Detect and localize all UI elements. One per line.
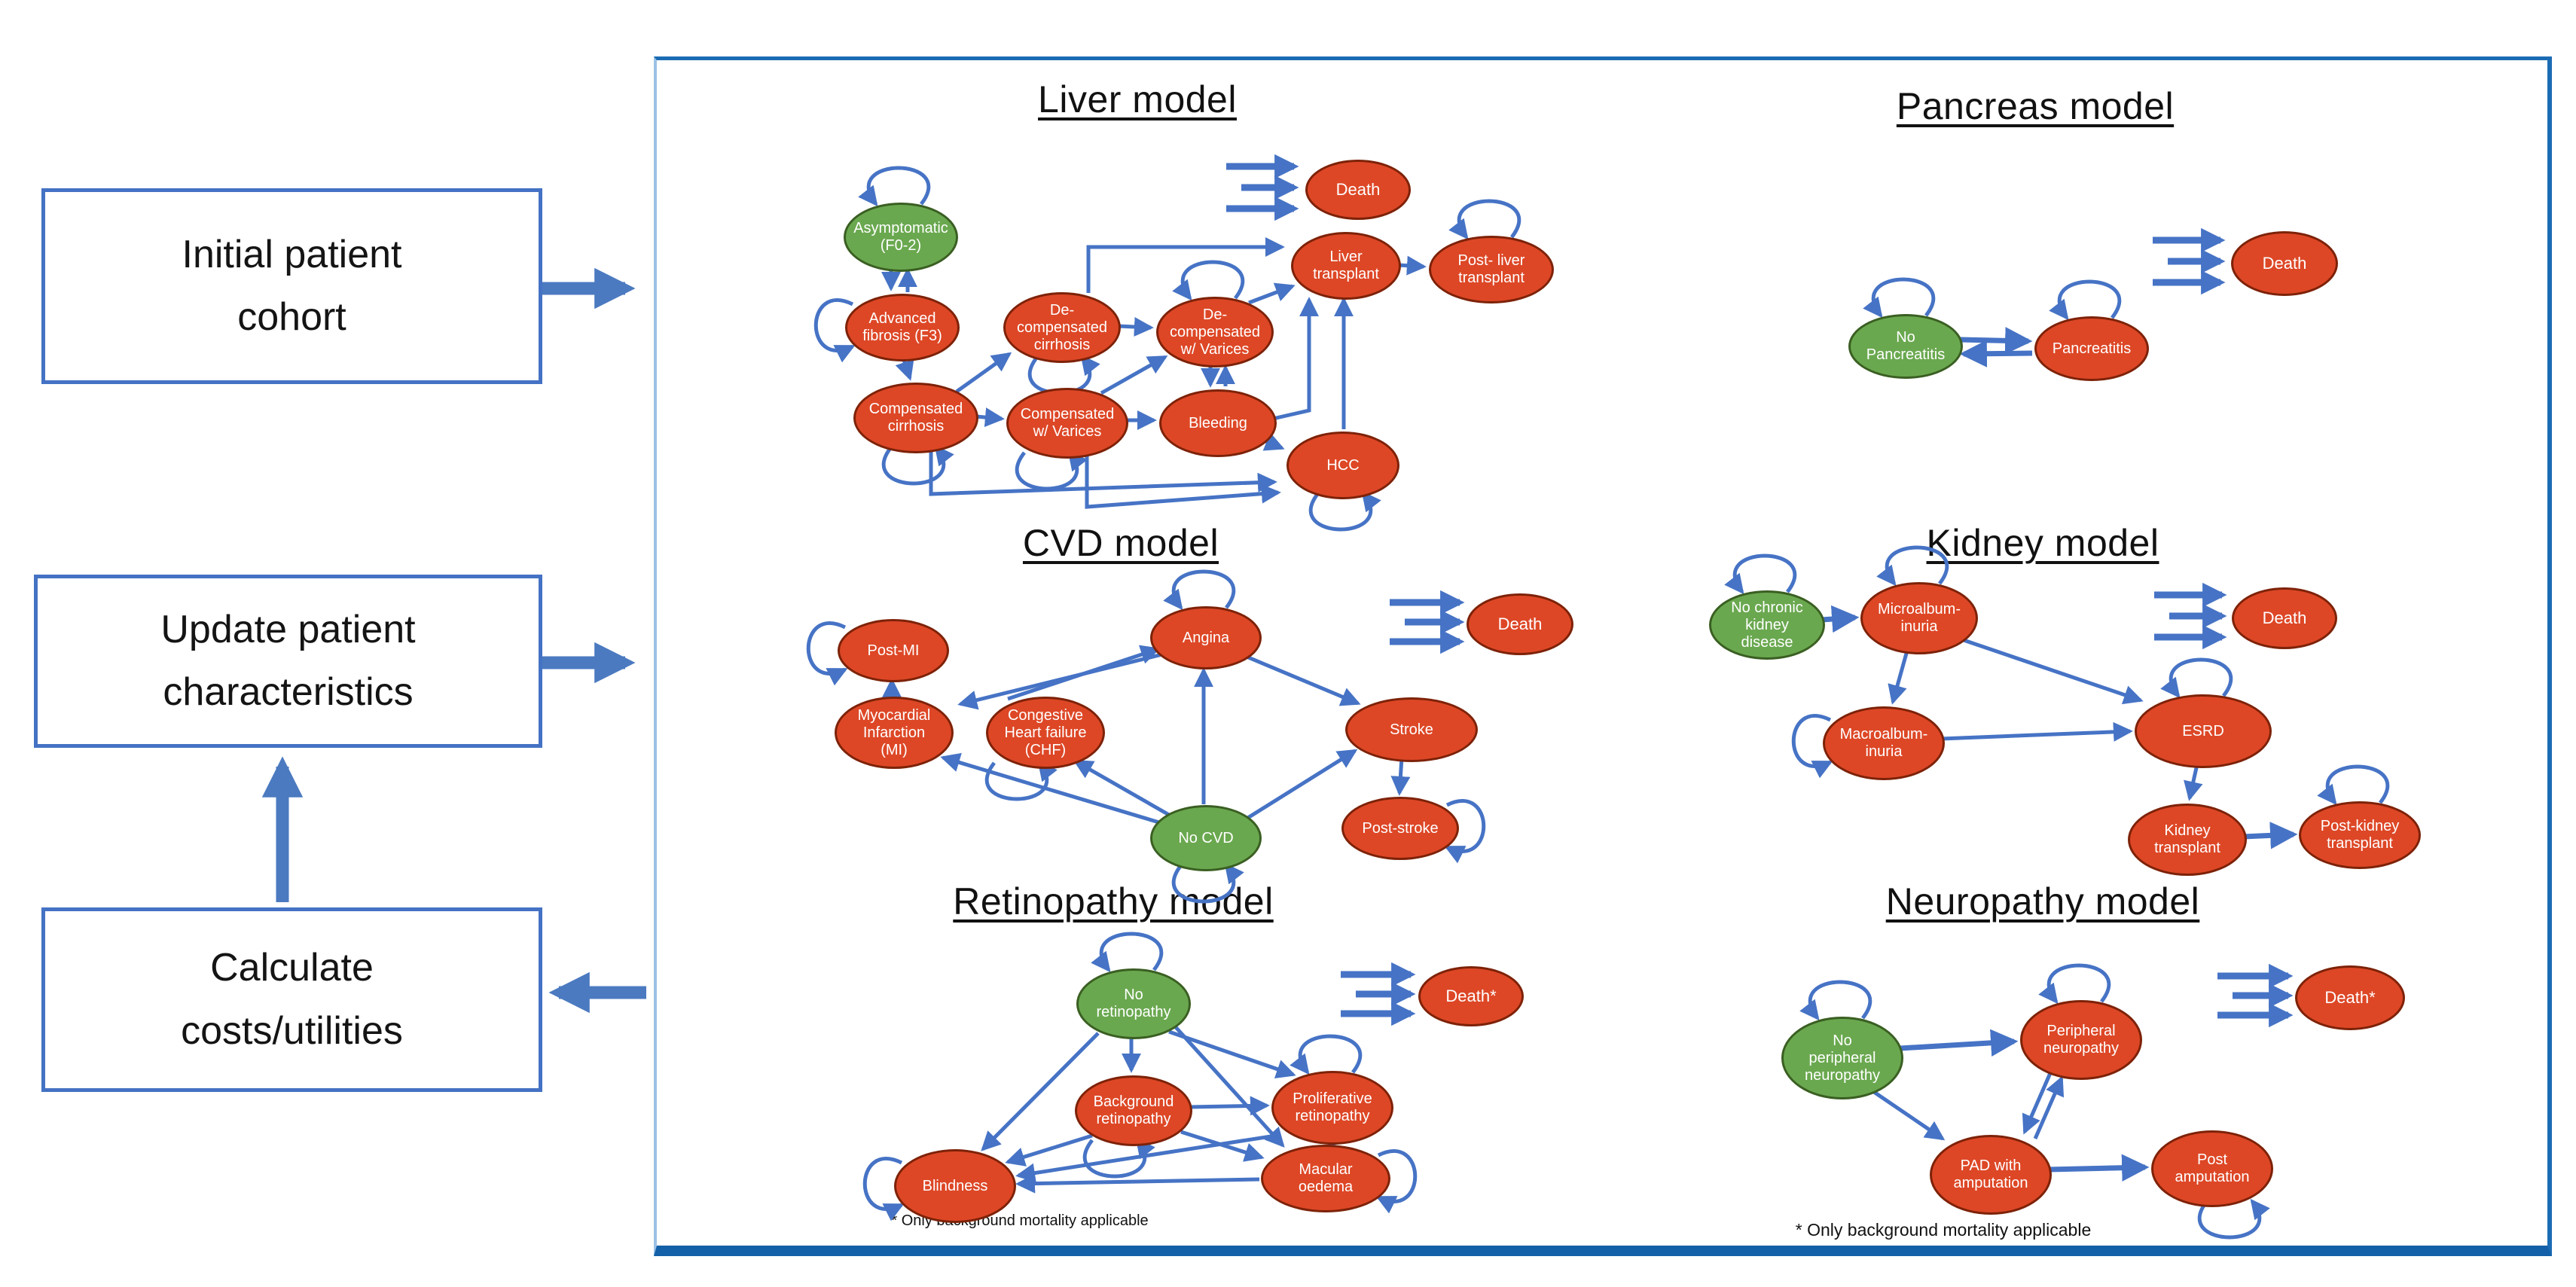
cvd-model-title: CVD model [1022, 522, 1219, 564]
neuropathy-footnote: * Only background mortality applicable [1795, 1220, 2092, 1240]
node-label: ESRD [2182, 722, 2224, 740]
node-label: Angina [1182, 629, 1230, 646]
kidney-node-esrd: ESRD [2135, 694, 2272, 768]
node-label: HCC [1326, 456, 1360, 474]
node-label: Death [2262, 254, 2307, 273]
flow-box-initial-cohort: Initial patient cohort [41, 188, 542, 384]
node-label: Post-MI [867, 642, 920, 659]
neuropathy-node-death: Death* [2295, 965, 2405, 1030]
node-label: Compensated cirrhosis [868, 401, 963, 435]
liver-node-hcc: HCC [1286, 432, 1399, 499]
pancreas-node-death: Death [2231, 231, 2338, 296]
kidney-node-macroalbuminuria: Macroalbum- inuria [1823, 706, 1945, 780]
node-label: Post-kidney transplant [2320, 818, 2400, 852]
node-label: Congestive Heart failure (CHF) [1004, 706, 1087, 758]
retinopathy-node-macular-oedema: Macular oedema [1261, 1145, 1390, 1212]
kidney-node-microalbuminuria: Microalbum- inuria [1860, 582, 1978, 654]
liver-node-compensated-cirrhosis: Compensated cirrhosis [853, 383, 978, 453]
node-label: Post-stroke [1362, 819, 1439, 837]
neuropathy-node-post-amputation: Post amputation [2151, 1130, 2273, 1207]
node-label: Stroke [1390, 721, 1433, 738]
retinopathy-node-proliferative: Proliferative retinopathy [1271, 1071, 1393, 1145]
liver-node-bleeding: Bleeding [1159, 389, 1277, 457]
cvd-node-stroke: Stroke [1345, 697, 1478, 762]
cvd-node-no-cvd: No CVD [1150, 805, 1262, 871]
node-label: Macular oedema [1298, 1161, 1354, 1195]
flow-box-label: Initial patient cohort [182, 232, 402, 339]
node-label: Death [1335, 180, 1381, 200]
retinopathy-node-background: Background retinopathy [1075, 1075, 1192, 1146]
liver-node-decompensated-varices: De- compensated w/ Varices [1156, 297, 1274, 367]
neuropathy-model-title: Neuropathy model [1885, 880, 2200, 923]
retinopathy-model-title: Retinopathy model [953, 880, 1274, 923]
pancreas-model-title: Pancreas model [1896, 85, 2175, 127]
node-label: Death* [2324, 988, 2376, 1008]
node-label: Death [2262, 608, 2307, 628]
neuropathy-node-pad-amputation: PAD with amputation [1930, 1135, 2052, 1215]
cvd-node-post-stroke: Post-stroke [1341, 797, 1459, 860]
kidney-node-no-ckd: No chronic kidney disease [1709, 590, 1825, 660]
retinopathy-node-death: Death* [1418, 966, 1524, 1026]
kidney-node-death: Death [2232, 587, 2337, 649]
cvd-node-post-mi: Post-MI [838, 619, 949, 682]
node-label: Background retinopathy [1093, 1093, 1174, 1127]
node-label: No retinopathy [1096, 987, 1171, 1020]
liver-node-post-liver-transplant: Post- liver transplant [1429, 236, 1554, 303]
liver-node-decompensated-cirrhosis: De- compensated cirrhosis [1003, 292, 1121, 363]
node-label: Asymptomatic (F0-2) [853, 220, 948, 254]
retinopathy-node-blindness: Blindness [894, 1149, 1016, 1223]
node-label: Post amputation [2175, 1151, 2250, 1185]
node-label: Post- liver transplant [1457, 252, 1525, 286]
node-label: Microalbum- inuria [1877, 601, 1961, 635]
node-label: Death [1497, 615, 1543, 634]
kidney-node-kidney-transplant: Kidney transplant [2128, 804, 2247, 876]
node-label: De- compensated w/ Varices [1169, 306, 1261, 358]
node-label: PAD with amputation [1953, 1157, 2028, 1191]
node-label: No CVD [1178, 829, 1234, 846]
node-label: No chronic kidney disease [1731, 599, 1803, 651]
node-label: No Pancreatitis [1866, 329, 1946, 363]
node-label: Macroalbum- inuria [1839, 726, 1928, 760]
node-label: Pancreatitis [2052, 340, 2132, 357]
pancreas-node-no-pancreatitis: No Pancreatitis [1848, 314, 1963, 379]
kidney-model-title: Kidney model [1926, 522, 2159, 564]
cvd-node-myocardial-infarction: Myocardial Infarction (MI) [835, 697, 954, 769]
node-label: Compensated w/ Varices [1020, 406, 1115, 440]
node-label: Death* [1445, 987, 1497, 1006]
models-panel-border [654, 56, 2552, 1256]
node-label: Advanced fibrosis (F3) [862, 310, 942, 344]
pancreas-node-pancreatitis: Pancreatitis [2034, 316, 2149, 381]
flow-box-label: Calculate costs/utilities [181, 946, 403, 1053]
kidney-node-post-kidney-transplant: Post-kidney transplant [2299, 801, 2421, 869]
node-label: Proliferative retinopathy [1293, 1090, 1372, 1124]
cvd-node-death: Death [1467, 593, 1573, 655]
liver-node-asymptomatic: Asymptomatic (F0-2) [844, 203, 958, 272]
cvd-node-chf: Congestive Heart failure (CHF) [986, 697, 1105, 769]
flow-box-calculate-costs: Calculate costs/utilities [41, 907, 542, 1092]
liver-model-title: Liver model [1038, 78, 1237, 120]
node-label: No peripheral neuropathy [1804, 1032, 1881, 1084]
node-label: Blindness [922, 1177, 988, 1194]
cvd-node-angina: Angina [1150, 606, 1262, 669]
node-label: De- compensated cirrhosis [1016, 301, 1108, 353]
node-label: Peripheral neuropathy [2043, 1023, 2120, 1057]
node-label: Myocardial Infarction (MI) [857, 706, 931, 758]
node-label: Kidney transplant [2154, 822, 2220, 856]
neuropathy-node-peripheral: Peripheral neuropathy [2020, 1000, 2142, 1080]
retinopathy-node-no-retinopathy: No retinopathy [1076, 968, 1191, 1039]
node-label: Liver transplant [1313, 249, 1379, 282]
flow-box-update-characteristics: Update patient characteristics [34, 575, 542, 748]
liver-node-death: Death [1305, 160, 1411, 220]
flow-box-label: Update patient characteristics [160, 607, 416, 714]
neuropathy-node-no-peripheral: No peripheral neuropathy [1781, 1017, 1903, 1099]
liver-node-advanced-fibrosis: Advanced fibrosis (F3) [845, 294, 960, 361]
liver-node-compensated-varices: Compensated w/ Varices [1006, 388, 1128, 459]
node-label: Bleeding [1189, 414, 1247, 432]
liver-node-liver-transplant: Liver transplant [1291, 232, 1401, 300]
